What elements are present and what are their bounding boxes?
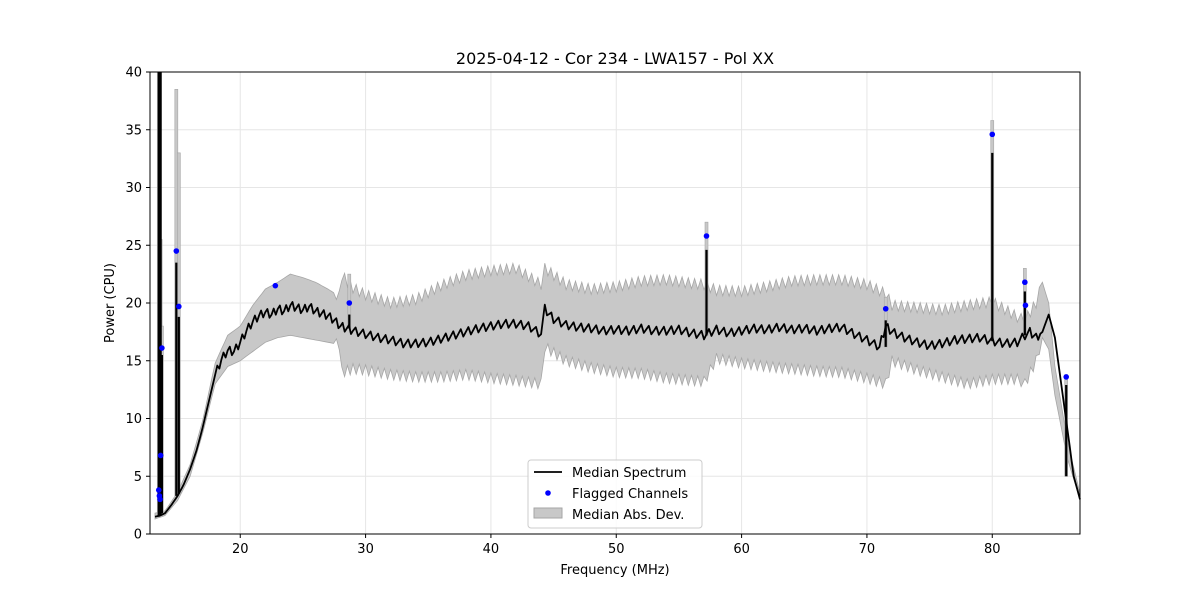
flagged-channel-point — [272, 282, 279, 289]
flagged-channel-point — [155, 487, 162, 493]
y-tick-label: 0 — [134, 528, 142, 543]
spike-lines — [157, 72, 1068, 517]
legend-point-swatch — [545, 490, 551, 496]
x-tick-label: 80 — [984, 542, 1001, 557]
flagged-channel-point — [157, 496, 163, 503]
flagged-channel-point — [989, 131, 996, 138]
x-tick-label: 30 — [357, 542, 374, 557]
y-tick-label: 5 — [134, 470, 142, 485]
legend-label-flagged: Flagged Channels — [572, 487, 688, 502]
legend-label-mad: Median Abs. Dev. — [572, 508, 684, 523]
y-tick-label: 20 — [125, 297, 142, 312]
y-tick-label: 30 — [125, 181, 142, 196]
y-tick-label: 10 — [125, 412, 142, 427]
x-tick-label: 40 — [483, 542, 500, 557]
legend: Median Spectrum Flagged Channels Median … — [527, 459, 703, 529]
flagged-channel-point — [882, 305, 889, 312]
legend-band-swatch — [533, 507, 563, 519]
flagged-channel-point — [1063, 374, 1070, 380]
y-tick-label: 15 — [125, 354, 142, 369]
flagged-channel-point — [159, 345, 165, 351]
flagged-channel-point — [176, 303, 182, 310]
y-tick-label: 40 — [125, 66, 142, 81]
x-axis-ticks: 20 30 40 50 60 70 80 — [232, 534, 1001, 557]
x-tick-label: 50 — [608, 542, 625, 557]
flagged-channel-point — [173, 248, 180, 254]
flagged-channel-point — [1022, 279, 1028, 286]
legend-label-median: Median Spectrum — [572, 466, 686, 481]
chart-title: 2025-04-12 - Cor 234 - LWA157 - Pol XX — [456, 49, 774, 68]
legend-box — [527, 459, 703, 529]
y-tick-label: 25 — [125, 239, 142, 254]
x-tick-label: 20 — [232, 542, 249, 557]
y-axis-ticks: 0 5 10 15 20 25 30 35 40 — [125, 66, 150, 543]
flagged-channel-point — [346, 300, 353, 306]
median-spectrum-line — [154, 301, 1081, 518]
flagged-channel-point — [1022, 302, 1029, 309]
x-tick-label: 60 — [733, 542, 750, 557]
median-line-group — [154, 301, 1081, 518]
y-tick-label: 35 — [125, 123, 142, 138]
flagged-channel-point — [157, 452, 164, 459]
y-axis-label: Power (CPU) — [103, 263, 118, 343]
x-axis-label: Frequency (MHz) — [560, 563, 669, 578]
x-tick-label: 70 — [859, 542, 876, 557]
flagged-channel-point — [703, 233, 710, 239]
flagged-points — [155, 131, 1070, 503]
